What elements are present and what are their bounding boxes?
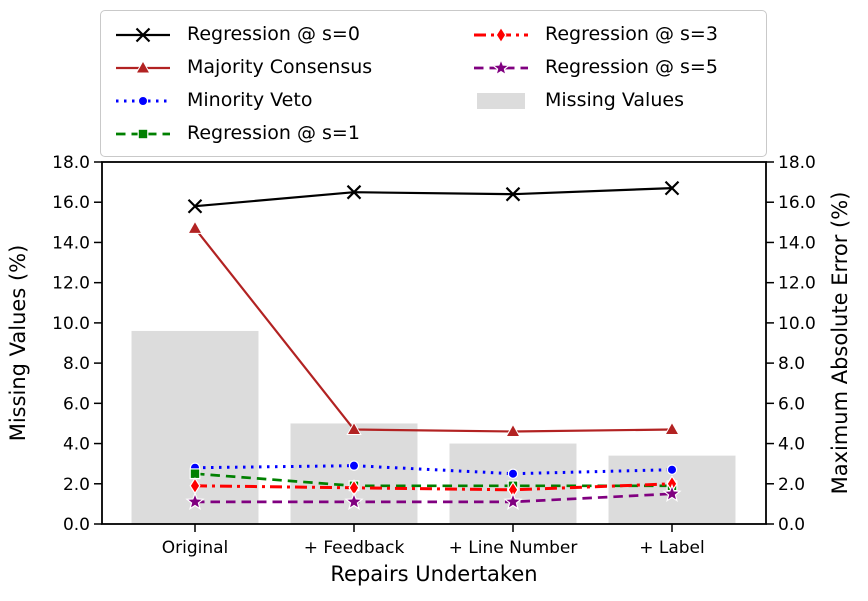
y-axis-tick-label-left: 0.0 [63,515,90,535]
series-regression-s-0 [187,180,680,214]
legend-item-majority-consensus: Majority Consensus [115,51,473,84]
y-axis-tick-label-right: 2.0 [778,475,805,495]
legend-patch-missing-values [477,92,525,109]
y-axis-tick-label-right: 8.0 [778,354,805,374]
y-axis-tick-label-right: 12.0 [778,274,816,294]
y-axis-tick-label-left: 18.0 [52,153,90,173]
marker-triangle-up [135,59,151,73]
marker-x [135,27,151,42]
y-axis-tick-label-right: 10.0 [778,314,816,334]
legend-item-minority-veto: Minority Veto [115,84,473,117]
right-y-axis-title: Maximum Absolute Error (%) [828,192,852,495]
y-axis-tick-label-right: 0.0 [778,515,805,535]
legend-item-regression-s-5: Regression @ s=5 [473,51,766,84]
marker-triangle-up [187,220,203,234]
legend-item-label: Minority Veto [187,89,313,111]
series-line-regression-s-0 [194,187,673,208]
y-axis-tick-label-right: 14.0 [778,233,816,253]
marker-x [346,184,362,200]
marker-circle [348,460,360,471]
left-y-axis-title: Missing Values (%) [6,245,30,442]
legend-swatch-minority-veto [116,95,170,106]
series-minority-veto [189,460,678,479]
y-axis-tick-label-left: 8.0 [63,354,90,374]
legend-item-label: Regression @ s=3 [545,23,718,45]
series-majority-consensus [187,220,680,437]
bar-missing-values [290,423,418,524]
legend-item-label: Missing Values [545,89,684,111]
series-line-majority-consensus [194,227,673,433]
plot-border [101,161,767,525]
marker-triangle-up [505,423,521,437]
marker-triangle-up [346,421,362,435]
legend-swatch-regression-s-3 [474,25,528,44]
marker-square [137,128,149,139]
series-layer [185,180,682,511]
marker-x [664,180,680,196]
y-axis-tick-label-right: 4.0 [778,435,805,455]
y-axis-tick-label-left: 14.0 [52,233,90,253]
marker-star [344,491,364,511]
y-axis-tick-label-left: 6.0 [63,394,90,414]
legend-item-label: Regression @ s=1 [187,122,360,144]
x-axis-tick-label: + Label [639,538,705,558]
x-axis-tick-label: Original [162,538,229,558]
legend-item-missing-values: Missing Values [473,84,766,117]
marker-star [503,491,523,511]
marker-star [491,57,511,76]
series-line-regression-s-1 [194,472,672,488]
legend-swatch-regression-s-5 [474,57,528,76]
series-line-minority-veto [194,464,673,476]
legend-swatch-regression-s-1 [116,128,170,139]
axes-layer: 0.0 0.0 2.0 2.0 4.0 4.0 6.0 6.0 8.0 8.0 10.0 10.0 12… [52,153,816,558]
x-axis-tick-label: + Feedback [304,538,405,558]
marker-x [505,186,521,202]
y-axis-tick-label-left: 4.0 [63,435,90,455]
x-axis-title: Repairs Undertaken [330,562,537,586]
marker-circle [137,95,149,106]
marker-x [187,198,203,214]
legend-swatch-regression-s-0 [116,27,170,42]
legend-item-regression-s-1: Regression @ s=1 [115,117,473,150]
y-axis-tick-label-right: 6.0 [778,394,805,414]
legend-swatch-missing-values [477,92,525,109]
marker-thin-diamond [495,25,507,44]
y-axis-tick-label-right: 16.0 [778,193,816,213]
series-line-regression-s-3 [194,482,673,492]
legend: Regression @ s=0 Majority Consensus Minori… [100,10,767,157]
y-axis-tick-label-left: 16.0 [52,193,90,213]
legend-swatch-majority-consensus [116,59,170,73]
marker-triangle-up [664,421,680,435]
y-axis-tick-label-left: 12.0 [52,274,90,294]
marker-star [185,491,205,511]
marker-star [662,483,682,502]
legend-item-regression-s-3: Regression @ s=3 [473,18,766,51]
series-line-regression-s-5 [195,492,673,504]
x-axis-tick-label: + Line Number [449,538,578,558]
y-axis-tick-label-left: 10.0 [52,314,90,334]
legend-item-regression-s-0: Regression @ s=0 [115,18,473,51]
series-regression-s-5 [185,483,682,511]
legend-item-label: Majority Consensus [187,56,373,78]
marker-circle [507,468,519,479]
legend-item-label: Regression @ s=5 [545,56,718,78]
marker-circle [666,464,678,475]
y-axis-tick-label-left: 2.0 [63,475,90,495]
y-axis-tick-label-right: 18.0 [778,153,816,173]
marker-square [189,468,201,480]
legend-item-label: Regression @ s=0 [187,23,360,45]
